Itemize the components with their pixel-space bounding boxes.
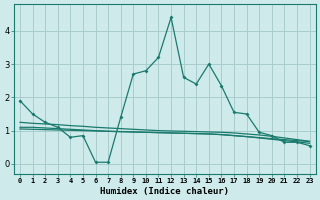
X-axis label: Humidex (Indice chaleur): Humidex (Indice chaleur)	[100, 187, 229, 196]
